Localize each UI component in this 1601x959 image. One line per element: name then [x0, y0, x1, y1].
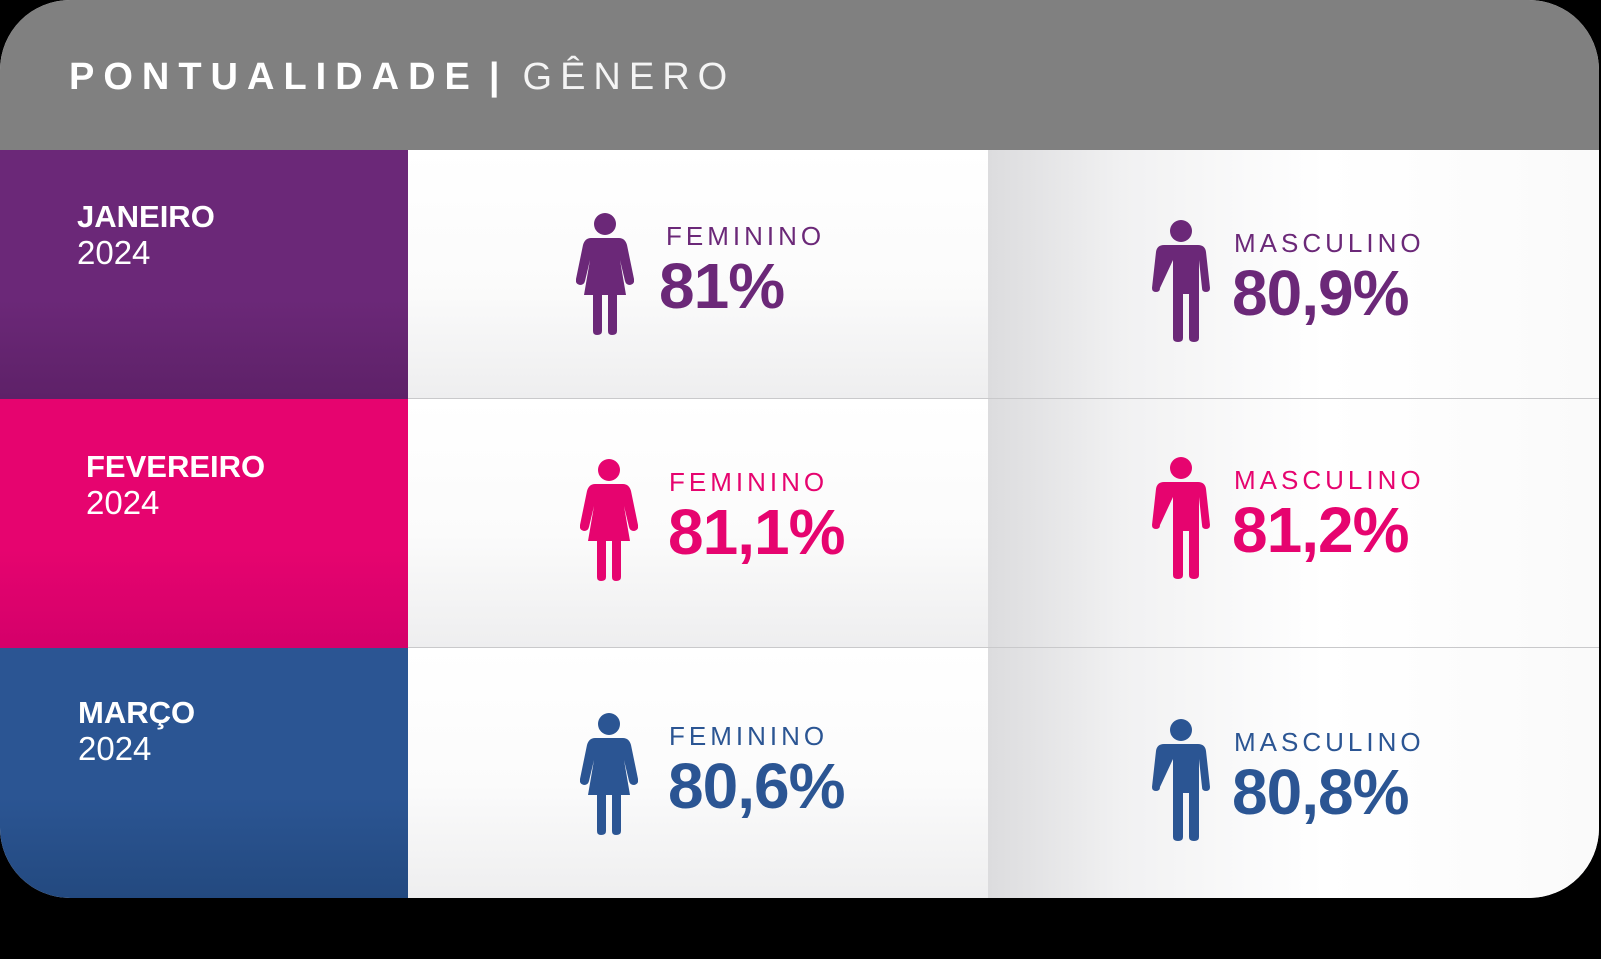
month-year: 2024 — [86, 484, 160, 521]
month-name: MARÇO — [78, 695, 196, 730]
male-label: MASCULINO — [1234, 465, 1425, 495]
female-person-icon — [576, 213, 634, 335]
female-cell: FEMININO 81% — [408, 150, 988, 399]
month-panel: JANEIRO 2024 — [0, 150, 408, 399]
female-label: FEMININO — [669, 467, 829, 497]
month-row-janeiro: JANEIRO 2024 FEMININO 81% MASCULINO 80,9… — [0, 150, 1599, 399]
month-panel: MARÇO 2024 — [0, 648, 408, 898]
male-person-icon — [1152, 719, 1210, 841]
female-value: 80,6% — [668, 750, 845, 822]
month-name: JANEIRO — [77, 199, 215, 234]
male-person-icon — [1152, 220, 1210, 342]
title-main: PONTUALIDADE — [69, 56, 479, 98]
female-value: 81,1% — [668, 496, 845, 568]
male-cell: MASCULINO 80,9% — [988, 150, 1599, 399]
female-person-icon — [580, 713, 638, 835]
female-cell: FEMININO 81,1% — [408, 399, 988, 648]
female-value: 81% — [659, 250, 785, 322]
male-cell: MASCULINO 80,8% — [988, 648, 1599, 898]
month-row-marco: MARÇO 2024 FEMININO 80,6% MASCULINO 80,8… — [0, 648, 1599, 898]
title-separator: | — [488, 56, 509, 98]
male-label: MASCULINO — [1234, 228, 1425, 258]
male-value: 81,2% — [1232, 494, 1409, 566]
male-value: 80,9% — [1232, 257, 1409, 329]
male-value: 80,8% — [1232, 756, 1409, 828]
female-cell: FEMININO 80,6% — [408, 648, 988, 898]
month-panel: FEVEREIRO 2024 — [0, 399, 408, 648]
male-label: MASCULINO — [1234, 727, 1425, 757]
month-row-fevereiro: FEVEREIRO 2024 FEMININO 81,1% MASCULINO … — [0, 399, 1599, 648]
title-subtitle: GÊNERO — [522, 56, 736, 98]
page-title: PONTUALIDADE | GÊNERO — [69, 55, 735, 99]
male-cell: MASCULINO 81,2% — [988, 399, 1599, 648]
month-name: FEVEREIRO — [86, 449, 266, 484]
female-person-icon — [580, 459, 638, 581]
month-year: 2024 — [77, 234, 151, 271]
female-label: FEMININO — [666, 221, 826, 251]
month-year: 2024 — [78, 730, 152, 767]
male-person-icon — [1152, 457, 1210, 579]
header-bar: PONTUALIDADE | GÊNERO — [0, 0, 1599, 150]
punctuality-card: PONTUALIDADE | GÊNERO JANEIRO 2024 FEMININ… — [0, 0, 1599, 898]
female-label: FEMININO — [669, 721, 829, 751]
